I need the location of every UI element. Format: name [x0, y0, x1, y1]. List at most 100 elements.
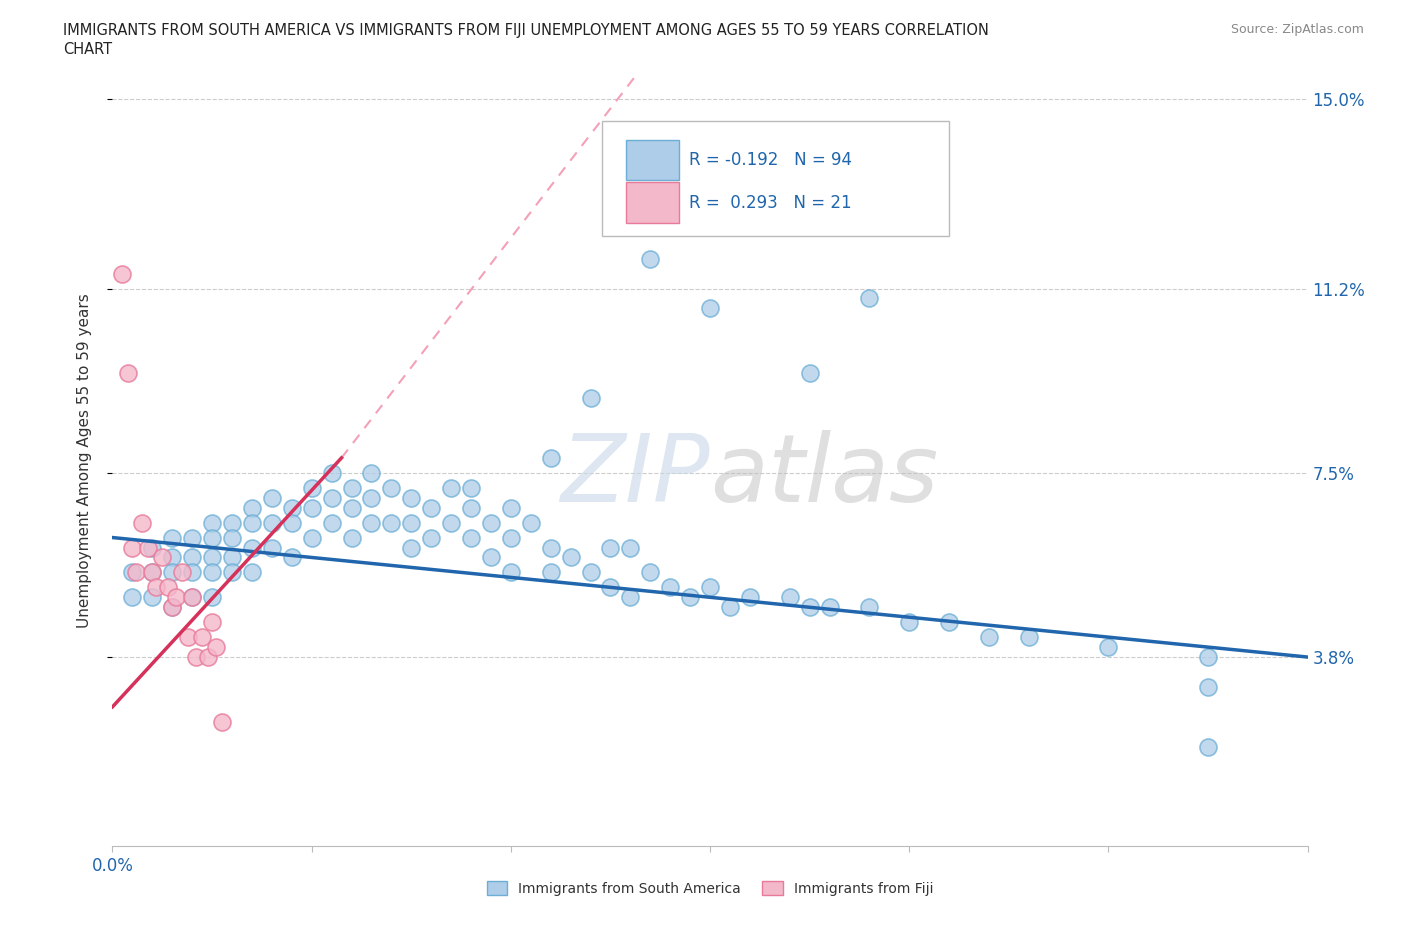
- Point: [177, 630, 200, 644]
- FancyBboxPatch shape: [627, 182, 679, 222]
- Point: [117, 365, 139, 380]
- Text: R = -0.192   N = 94: R = -0.192 N = 94: [689, 151, 852, 169]
- Point: [599, 580, 621, 595]
- Point: [221, 550, 243, 565]
- Point: [440, 480, 463, 495]
- Point: [301, 530, 323, 545]
- Point: [699, 301, 721, 316]
- Point: [111, 266, 134, 281]
- Point: [858, 600, 880, 615]
- Point: [138, 540, 160, 555]
- Point: [150, 550, 173, 565]
- Point: [221, 565, 243, 579]
- Point: [440, 515, 463, 530]
- Point: [679, 590, 702, 604]
- Point: [221, 515, 243, 530]
- Point: [281, 515, 304, 530]
- Point: [205, 640, 228, 655]
- Point: [321, 515, 343, 530]
- Point: [718, 600, 741, 615]
- Point: [281, 550, 304, 565]
- Point: [201, 530, 224, 545]
- Point: [181, 590, 204, 604]
- Point: [321, 465, 343, 480]
- Point: [1197, 650, 1219, 665]
- Point: [201, 615, 224, 630]
- Point: [540, 450, 562, 465]
- Point: [977, 630, 1000, 644]
- Point: [181, 565, 204, 579]
- Point: [125, 565, 148, 579]
- Point: [260, 540, 283, 555]
- Text: Source: ZipAtlas.com: Source: ZipAtlas.com: [1230, 23, 1364, 36]
- Point: [599, 540, 621, 555]
- Point: [818, 600, 841, 615]
- Point: [121, 540, 143, 555]
- Point: [460, 480, 482, 495]
- Text: ZIP: ZIP: [561, 431, 710, 522]
- Point: [191, 630, 214, 644]
- Point: [799, 600, 821, 615]
- Point: [560, 550, 582, 565]
- Point: [162, 550, 183, 565]
- Point: [659, 580, 682, 595]
- Point: [380, 515, 402, 530]
- Point: [157, 580, 180, 595]
- Point: [779, 590, 801, 604]
- Point: [181, 590, 204, 604]
- Point: [420, 500, 443, 515]
- Point: [460, 500, 482, 515]
- Point: [141, 540, 163, 555]
- Point: [141, 565, 163, 579]
- Point: [579, 565, 602, 579]
- Point: [162, 565, 183, 579]
- Point: [321, 490, 343, 505]
- Point: [201, 565, 224, 579]
- Point: [858, 291, 880, 306]
- Point: [619, 540, 641, 555]
- Point: [579, 391, 602, 405]
- Point: [162, 530, 183, 545]
- Point: [401, 490, 423, 505]
- Point: [520, 515, 543, 530]
- Text: R =  0.293   N = 21: R = 0.293 N = 21: [689, 193, 851, 211]
- Point: [281, 500, 304, 515]
- Point: [1197, 739, 1219, 754]
- Point: [165, 590, 187, 604]
- Point: [172, 565, 194, 579]
- Point: [181, 550, 204, 565]
- Point: [162, 600, 183, 615]
- Point: [479, 515, 502, 530]
- Point: [121, 565, 143, 579]
- Point: [201, 590, 224, 604]
- Point: [181, 530, 204, 545]
- Point: [141, 590, 163, 604]
- Point: [186, 650, 208, 665]
- Legend: Immigrants from South America, Immigrants from Fiji: Immigrants from South America, Immigrant…: [481, 875, 939, 901]
- Point: [540, 540, 562, 555]
- Point: [898, 615, 921, 630]
- Point: [211, 714, 233, 729]
- Point: [301, 500, 323, 515]
- Point: [401, 515, 423, 530]
- Point: [197, 650, 219, 665]
- Point: [1197, 680, 1219, 695]
- Point: [340, 500, 363, 515]
- Point: [499, 530, 522, 545]
- Point: [360, 465, 382, 480]
- Point: [360, 515, 382, 530]
- Point: [420, 530, 443, 545]
- Text: atlas: atlas: [710, 431, 938, 522]
- Point: [540, 565, 562, 579]
- Point: [460, 530, 482, 545]
- Point: [799, 365, 821, 380]
- Point: [240, 565, 263, 579]
- FancyBboxPatch shape: [627, 140, 679, 180]
- Point: [640, 565, 662, 579]
- Text: IMMIGRANTS FROM SOUTH AMERICA VS IMMIGRANTS FROM FIJI UNEMPLOYMENT AMONG AGES 55: IMMIGRANTS FROM SOUTH AMERICA VS IMMIGRA…: [63, 23, 990, 38]
- Point: [201, 515, 224, 530]
- Point: [699, 580, 721, 595]
- Point: [401, 540, 423, 555]
- Point: [141, 565, 163, 579]
- Point: [340, 480, 363, 495]
